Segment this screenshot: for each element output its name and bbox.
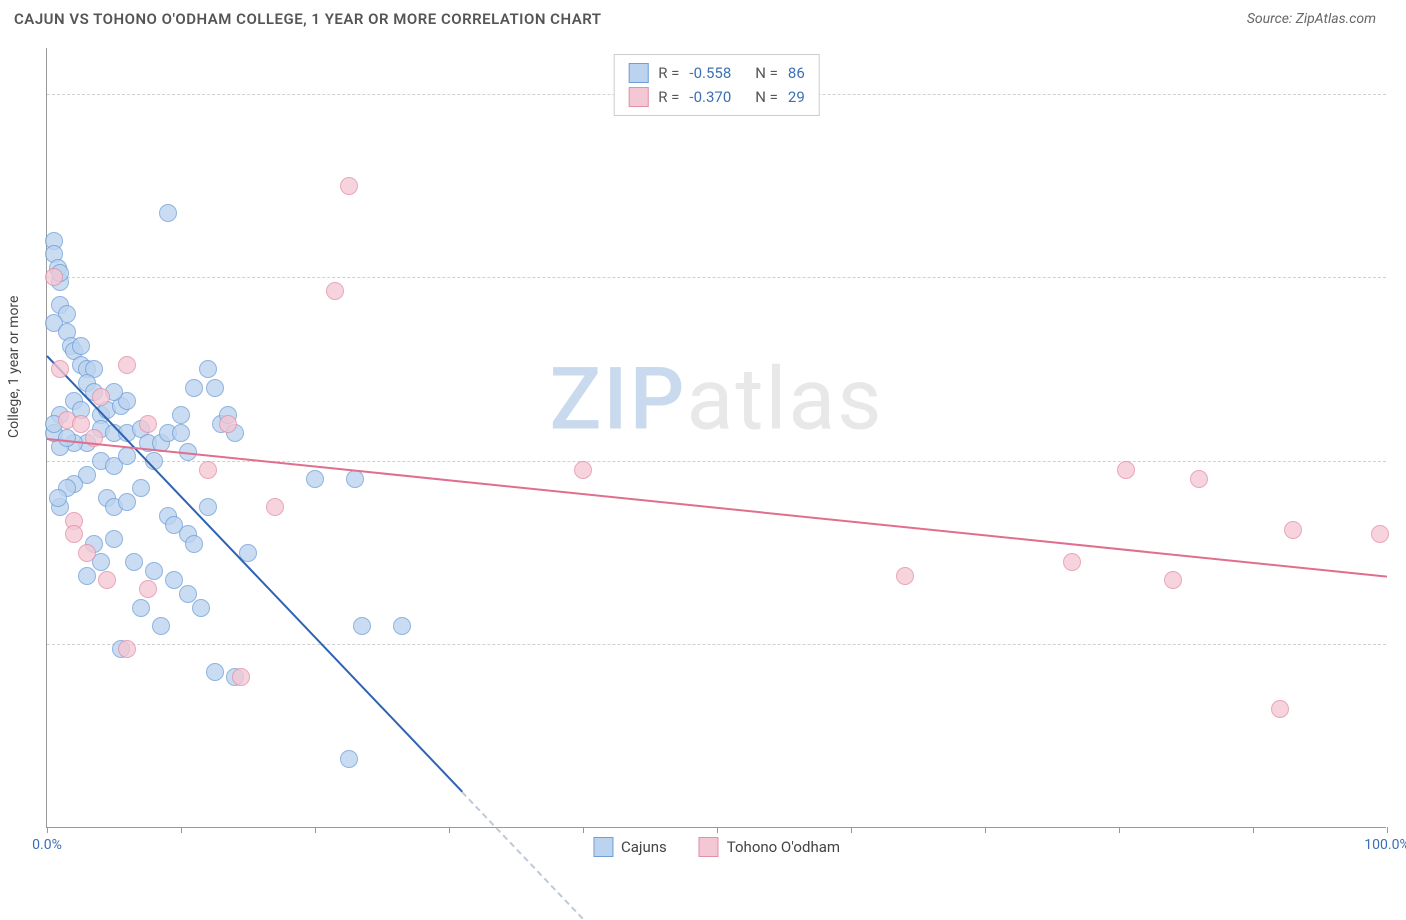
scatter-point [206,663,224,681]
scatter-chart: ZIPatlas 20.0%40.0%60.0%80.0%0.0%100.0%R… [46,48,1386,828]
scatter-point [340,177,358,195]
x-tick-label: 100.0% [1364,837,1406,853]
scatter-point [65,525,83,543]
stat-n-value: 29 [788,88,805,106]
x-tick [1119,827,1120,833]
source-name: ZipAtlas.com [1296,11,1376,27]
watermark-right: atlas [687,348,884,449]
legend-swatch [628,87,648,107]
scatter-point [192,599,210,617]
scatter-point [125,553,143,571]
stat-n-value: 86 [788,64,805,82]
scatter-point [306,470,324,488]
legend-swatch [699,837,719,857]
legend-item: Cajuns [593,837,667,857]
scatter-point [393,617,411,635]
stats-box: R = -0.558 N = 86 R = -0.370 N = 29 [613,54,820,116]
source-prefix: Source: [1247,11,1296,27]
gridline-h [47,277,1386,278]
scatter-point [105,530,123,548]
x-tick [315,827,316,833]
scatter-point [139,415,157,433]
scatter-point [346,470,364,488]
scatter-point [266,498,284,516]
y-axis-label: College, 1 year or more [6,296,22,438]
scatter-point [219,415,237,433]
x-tick [717,827,718,833]
scatter-point [152,617,170,635]
x-tick [583,827,584,833]
scatter-point [185,535,203,553]
scatter-point [1117,461,1135,479]
gridline-h [47,461,1386,462]
scatter-point [206,379,224,397]
source-attribution: Source: ZipAtlas.com [1247,11,1376,27]
scatter-point [78,544,96,562]
chart-title: CAJUN VS TOHONO O'ODHAM COLLEGE, 1 YEAR … [14,10,602,28]
scatter-point [58,429,76,447]
x-tick [1387,827,1388,833]
x-tick [47,827,48,833]
scatter-point [574,461,592,479]
scatter-point [118,447,136,465]
watermark: ZIPatlas [549,348,883,449]
scatter-point [1063,553,1081,571]
legend-swatch [628,63,648,83]
scatter-point [185,379,203,397]
scatter-point [172,406,190,424]
x-tick [181,827,182,833]
scatter-point [1371,525,1389,543]
stat-r-value: -0.370 [689,88,731,106]
scatter-point [45,268,63,286]
scatter-point [92,388,110,406]
stat-r-value: -0.558 [689,64,731,82]
legend-item: Tohono O'odham [699,837,840,857]
scatter-point [1190,470,1208,488]
stat-n-label: N = [755,88,778,106]
x-tick [449,827,450,833]
scatter-point [199,498,217,516]
scatter-point [1271,700,1289,718]
scatter-point [896,567,914,585]
scatter-point [172,424,190,442]
scatter-point [145,562,163,580]
stat-r-label: R = [658,88,679,106]
scatter-point [340,750,358,768]
scatter-point [118,640,136,658]
stat-r-label: R = [658,64,679,82]
scatter-point [159,204,177,222]
scatter-point [1284,521,1302,539]
scatter-point [326,282,344,300]
scatter-point [353,617,371,635]
x-tick [851,827,852,833]
scatter-point [78,567,96,585]
legend-label: Tohono O'odham [727,838,840,856]
scatter-point [118,493,136,511]
stats-row: R = -0.370 N = 29 [628,85,805,109]
legend-label: Cajuns [621,838,667,856]
scatter-point [51,360,69,378]
scatter-point [139,580,157,598]
scatter-point [49,489,67,507]
legend-swatch [593,837,613,857]
scatter-point [132,599,150,617]
scatter-point [232,668,250,686]
scatter-point [1164,571,1182,589]
watermark-left: ZIP [549,348,686,449]
scatter-point [72,337,90,355]
stats-row: R = -0.558 N = 86 [628,61,805,85]
x-tick [985,827,986,833]
scatter-point [132,479,150,497]
legend: Cajuns Tohono O'odham [593,837,840,857]
scatter-point [118,356,136,374]
x-tick-label: 0.0% [32,837,62,853]
scatter-point [199,461,217,479]
x-tick [1253,827,1254,833]
stat-n-label: N = [755,64,778,82]
scatter-point [98,571,116,589]
gridline-h [47,644,1386,645]
trend-line-extrapolated [462,792,584,920]
scatter-point [199,360,217,378]
